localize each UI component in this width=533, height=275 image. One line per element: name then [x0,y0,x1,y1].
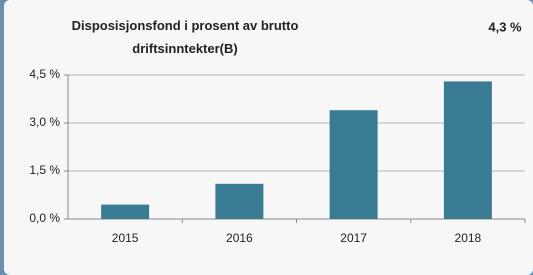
page: 4,3 % 0,0 % 1,5 % 3,0 % 4,5 % 2015 2016 2017 20… [0,0,533,275]
x-tick-label: 2017 [340,231,367,245]
chart-title: Disposisjonsfond i prosent av brutto dri… [60,14,310,60]
y-tick-label: 3,0 % [29,115,60,129]
bar [330,110,378,219]
x-tick-label: 2016 [226,231,253,245]
y-tick-label: 1,5 % [29,163,60,177]
x-tick-label: 2018 [455,231,482,245]
bar [215,184,263,219]
headline-value: 4,3 % [488,19,522,34]
bar [444,81,492,219]
y-tick-label: 4,5 % [29,67,60,81]
y-tick-label: 0,0 % [29,211,60,225]
x-tick-label: 2015 [112,231,139,245]
bar [101,205,149,219]
